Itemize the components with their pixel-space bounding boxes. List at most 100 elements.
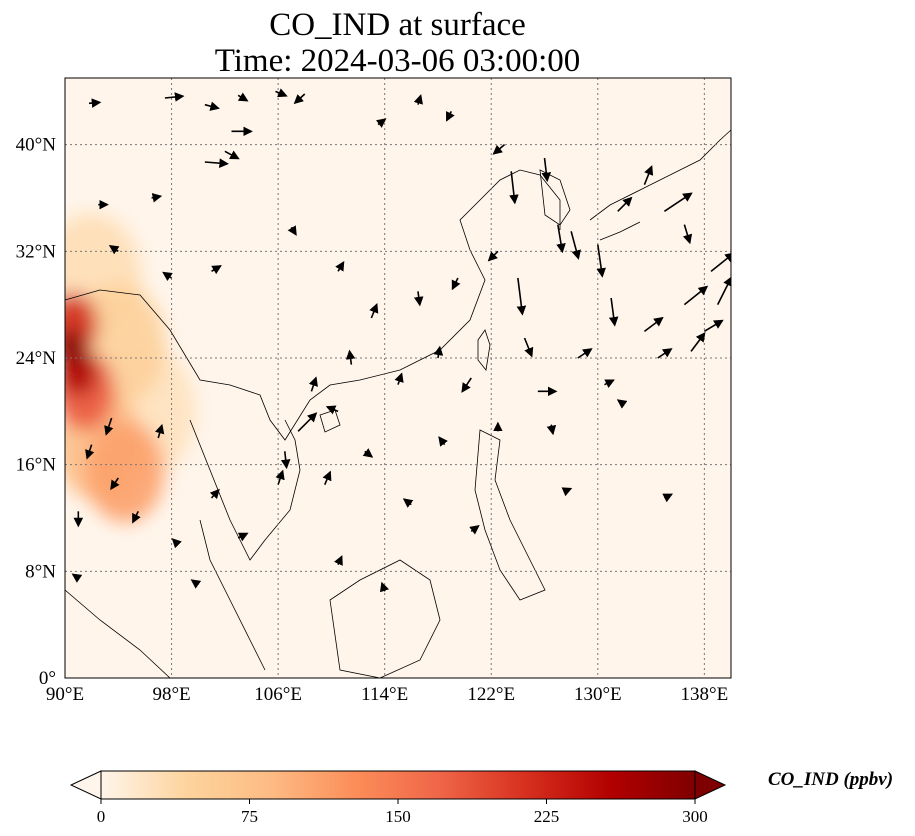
- wind-vectors: [71, 88, 731, 593]
- lon-tick-label: 122°E: [467, 684, 515, 705]
- coastline-philippines: [474, 429, 546, 601]
- wind-vector: [334, 555, 343, 566]
- wind-vector: [379, 581, 390, 593]
- wind-vector: [85, 444, 95, 460]
- wind-vector: [362, 448, 374, 458]
- lat-tick-label: 24°N: [16, 348, 57, 369]
- gridlines: [65, 78, 731, 678]
- wind-vector: [682, 224, 693, 245]
- wind-vector: [487, 250, 499, 262]
- lat-tick-label: 16°N: [16, 455, 57, 476]
- wind-vector: [413, 94, 423, 105]
- wind-vector: [375, 118, 387, 128]
- wind-vector: [104, 417, 114, 436]
- wind-vector: [325, 405, 339, 415]
- colorbar-tick-label: 75: [241, 807, 258, 826]
- wind-vector: [577, 348, 593, 359]
- wind-vector: [162, 271, 173, 282]
- wind-vector: [164, 92, 185, 102]
- lat-tick-label: 0°: [39, 668, 56, 689]
- wind-vector: [556, 224, 566, 254]
- coastline-japan: [589, 129, 731, 241]
- wind-vector: [516, 277, 527, 316]
- wind-vector: [596, 244, 606, 278]
- wind-vector: [110, 477, 120, 491]
- lon-tick-label: 114°E: [361, 684, 408, 705]
- wind-vector: [237, 92, 249, 102]
- plot-title-line-2: Time: 2024-03-06 03:00:00: [214, 43, 581, 79]
- wind-vector: [446, 110, 455, 122]
- wind-vector: [413, 291, 424, 307]
- wind-vector: [132, 510, 141, 524]
- lon-tick-label: 90°E: [46, 684, 84, 705]
- concentration-patch: [65, 329, 86, 366]
- coastline-sumatra: [65, 589, 171, 678]
- wind-vector: [322, 470, 332, 485]
- wind-vector: [662, 493, 674, 503]
- coastline-malay-peninsula: [199, 519, 266, 671]
- wind-vector: [716, 276, 731, 306]
- wind-vector: [461, 377, 472, 393]
- coastline-east-asia: [65, 169, 561, 441]
- map-plot-area: [65, 78, 731, 678]
- wind-vector: [280, 451, 291, 470]
- wind-vector: [509, 171, 519, 205]
- wind-vector: [604, 379, 615, 389]
- lon-tick-label: 130°E: [574, 684, 622, 705]
- lat-tick-label: 32°N: [16, 241, 57, 262]
- wind-vector: [275, 469, 285, 485]
- wind-vector: [438, 436, 448, 447]
- wind-vector: [204, 158, 229, 168]
- plot-title-line-1: CO_IND at surface: [269, 7, 526, 43]
- wind-vector: [683, 285, 709, 306]
- wind-vector: [523, 337, 534, 358]
- wind-vector: [211, 265, 222, 275]
- lon-tick-label: 138°E: [681, 684, 729, 705]
- wind-vector: [616, 399, 628, 409]
- coastline-borneo: [329, 559, 441, 678]
- wind-vector: [335, 260, 345, 272]
- wind-vector: [617, 196, 633, 212]
- wind-vector: [402, 498, 414, 508]
- coastline-taiwan: [477, 329, 491, 371]
- wind-vector: [155, 423, 165, 439]
- wind-vector: [293, 93, 306, 105]
- wind-vector: [287, 225, 297, 236]
- wind-vector: [394, 372, 404, 385]
- colorbar-ticks: 0 75 150 225 300: [97, 799, 708, 826]
- wind-vector: [345, 349, 356, 365]
- wind-vector: [663, 192, 693, 212]
- wind-vector: [690, 332, 706, 352]
- lat-tick-label: 40°N: [16, 135, 57, 156]
- wind-vector: [492, 144, 506, 155]
- lon-tick-label: 98°E: [152, 684, 190, 705]
- wind-vector: [209, 488, 220, 500]
- colorbar-extend-min: [69, 770, 102, 800]
- wind-vector: [71, 573, 83, 583]
- coastline-indochina: [189, 419, 301, 561]
- wind-vector: [171, 538, 182, 549]
- wind-vector: [88, 98, 102, 108]
- wind-vector: [224, 150, 240, 160]
- colorbar-tick-label: 300: [682, 807, 708, 826]
- colorbar-tick-label: 0: [97, 807, 106, 826]
- wind-vector: [275, 88, 288, 98]
- lon-tick-label: 106°E: [254, 684, 302, 705]
- colorbar-tick-label: 225: [534, 807, 560, 826]
- wind-vector: [433, 345, 444, 359]
- wind-vector: [710, 252, 731, 272]
- wind-vector: [190, 579, 202, 589]
- wind-vector: [151, 193, 163, 203]
- wind-vector: [608, 297, 619, 327]
- wind-vector: [308, 376, 318, 392]
- map-frame: [64, 77, 732, 679]
- wind-vector: [703, 319, 724, 333]
- wind-vector: [541, 157, 552, 183]
- wind-vector: [469, 524, 480, 535]
- concentration-layer: [65, 213, 196, 523]
- colorbar-extend-max: [694, 770, 727, 800]
- coastlines: [65, 129, 731, 678]
- wind-vector: [204, 101, 220, 111]
- axis-tick-labels: 90°E 98°E 106°E 114°E 122°E 130°E 138°E 0° 8°N 16…: [16, 135, 729, 705]
- concentration-patch: [85, 420, 165, 523]
